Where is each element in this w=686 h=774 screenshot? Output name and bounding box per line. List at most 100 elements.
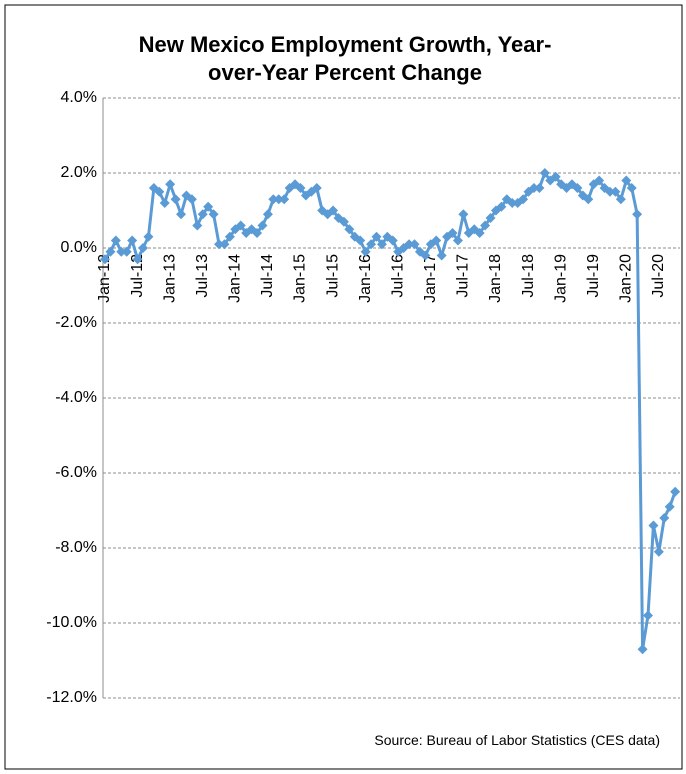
data-marker — [420, 250, 431, 261]
data-marker — [615, 194, 626, 205]
y-tick-label: -12.0% — [46, 689, 97, 706]
data-marker — [550, 171, 561, 182]
data-marker — [328, 205, 339, 216]
data-marker — [518, 194, 529, 205]
source-note: Source: Bureau of Labor Statistics (CES … — [374, 732, 660, 748]
data-marker — [235, 220, 246, 231]
data-marker — [197, 209, 208, 220]
data-marker — [648, 520, 659, 531]
y-tick-label: -8.0% — [55, 539, 97, 556]
data-marker — [252, 228, 263, 238]
data-marker — [170, 194, 181, 205]
data-marker — [404, 239, 415, 250]
data-marker — [257, 220, 268, 231]
data-marker — [338, 216, 349, 227]
data-marker — [452, 235, 463, 246]
x-tick-label: Jul-20 — [650, 254, 667, 298]
data-marker — [127, 235, 138, 246]
data-marker — [528, 183, 539, 193]
data-marker — [539, 168, 550, 178]
data-marker — [474, 228, 485, 238]
data-marker — [387, 235, 398, 246]
x-tick-label: Jan-17 — [422, 254, 439, 303]
data-marker — [143, 231, 154, 242]
data-marker — [100, 254, 110, 265]
x-tick-label: Jan-20 — [617, 254, 634, 303]
data-marker — [132, 254, 143, 265]
data-marker — [219, 239, 230, 250]
data-marker — [480, 220, 491, 231]
chart-border — [4, 4, 683, 770]
data-marker — [626, 183, 637, 193]
data-marker — [436, 250, 447, 261]
data-marker — [621, 175, 632, 186]
data-marker — [670, 486, 681, 497]
data-marker — [572, 183, 583, 193]
x-tick-label: Jan-14 — [227, 254, 244, 303]
data-marker — [262, 209, 273, 220]
data-marker — [116, 246, 127, 257]
x-tick-label: Jan-18 — [487, 254, 504, 303]
data-marker — [154, 186, 165, 197]
x-tick-label: Jul-12 — [129, 254, 146, 298]
data-marker — [311, 183, 322, 193]
data-marker — [664, 501, 675, 512]
data-marker — [192, 220, 203, 231]
y-tick-label: -4.0% — [55, 389, 97, 406]
x-tick-label: Jan-15 — [292, 254, 309, 303]
data-marker — [159, 198, 170, 208]
x-tick-label: Jan-19 — [552, 254, 569, 303]
data-marker — [632, 209, 643, 220]
data-marker — [653, 546, 664, 557]
y-tick-label: 4.0% — [61, 89, 97, 106]
x-tick-label: Jan-12 — [96, 254, 113, 303]
data-marker — [643, 610, 653, 621]
data-marker — [366, 239, 377, 250]
data-marker — [176, 209, 187, 220]
data-marker — [344, 224, 355, 235]
x-tick-label: Jul-17 — [455, 254, 472, 298]
chart-title: over-Year Percent Change — [208, 60, 482, 85]
x-tick-label: Jul-19 — [585, 254, 602, 298]
data-marker — [371, 231, 382, 242]
x-tick-label: Jan-16 — [357, 254, 374, 303]
data-marker — [458, 209, 469, 220]
x-tick-label: Jul-14 — [259, 254, 276, 298]
data-marker — [583, 194, 594, 205]
chart-title: New Mexico Employment Growth, Year- — [139, 32, 552, 57]
data-marker — [186, 194, 197, 205]
x-tick-label: Jul-15 — [324, 254, 341, 298]
data-marker — [214, 239, 225, 250]
data-marker — [507, 198, 518, 208]
data-marker — [376, 239, 387, 250]
x-tick-label: Jul-16 — [389, 254, 406, 298]
data-marker — [121, 246, 132, 257]
data-marker — [138, 243, 149, 253]
data-marker — [659, 513, 670, 523]
data-marker — [268, 194, 279, 205]
data-marker — [105, 246, 116, 257]
data-marker — [485, 213, 496, 223]
data-marker — [165, 179, 176, 190]
y-tick-label: -6.0% — [55, 464, 97, 481]
data-marker — [447, 228, 458, 238]
data-marker — [637, 644, 648, 655]
data-marker — [496, 201, 507, 212]
data-marker — [110, 235, 121, 246]
data-marker — [409, 239, 420, 250]
x-tick-label: Jul-18 — [520, 254, 537, 298]
data-marker — [355, 235, 366, 246]
y-tick-label: -10.0% — [46, 614, 97, 631]
y-tick-label: 2.0% — [61, 164, 97, 181]
data-marker — [273, 194, 284, 205]
data-marker — [203, 201, 214, 212]
x-tick-label: Jul-13 — [194, 254, 211, 298]
data-marker — [224, 231, 235, 242]
data-marker — [360, 246, 371, 257]
data-marker — [208, 209, 219, 220]
data-marker — [604, 186, 615, 197]
data-marker — [431, 235, 442, 246]
data-marker — [534, 183, 545, 193]
y-tick-label: -2.0% — [55, 314, 97, 331]
